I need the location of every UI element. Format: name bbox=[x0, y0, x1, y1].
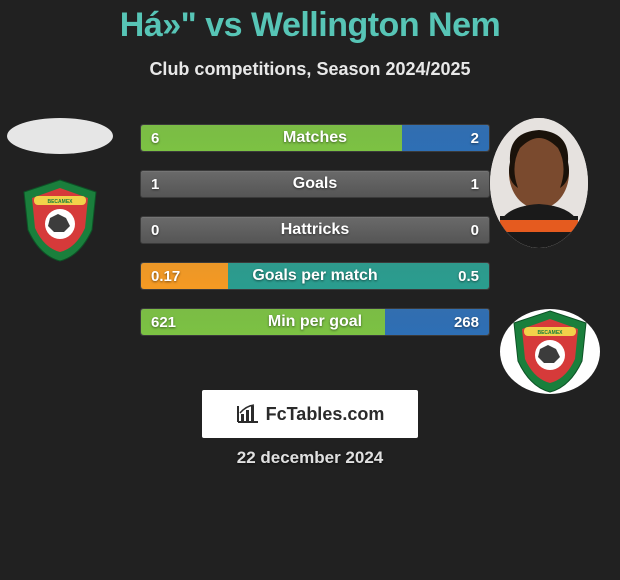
player-right-avatar bbox=[490, 118, 588, 248]
subtitle: Club competitions, Season 2024/2025 bbox=[0, 59, 620, 80]
brand-label: FcTables.com bbox=[266, 404, 385, 425]
stat-row: 0Hattricks0 bbox=[140, 216, 490, 244]
brand-box: FcTables.com bbox=[202, 390, 418, 438]
stat-row: 621Min per goal268 bbox=[140, 308, 490, 336]
chart-icon bbox=[236, 404, 260, 424]
date-label: 22 december 2024 bbox=[0, 448, 620, 468]
stat-label: Hattricks bbox=[141, 221, 489, 239]
svg-text:BECAMEX: BECAMEX bbox=[47, 199, 73, 205]
player-left-avatar bbox=[7, 118, 113, 154]
stat-value-right: 1 bbox=[471, 176, 479, 193]
shield-icon: BECAMEX bbox=[20, 178, 100, 263]
player-photo-icon bbox=[490, 118, 588, 248]
stat-label: Matches bbox=[141, 129, 489, 147]
comparison-bars: 6Matches2 1Goals1 0Hattricks0 0.17Goals per… bbox=[140, 124, 490, 354]
svg-text:BECAMEX: BECAMEX bbox=[537, 330, 563, 336]
stat-label: Goals bbox=[141, 175, 489, 193]
stat-label: Min per goal bbox=[141, 313, 489, 331]
stat-row: 1Goals1 bbox=[140, 170, 490, 198]
club-badge-right: BECAMEX bbox=[500, 309, 600, 394]
stat-value-right: 0 bbox=[471, 222, 479, 239]
stat-row: 6Matches2 bbox=[140, 124, 490, 152]
page-title: Há»" vs Wellington Nem bbox=[0, 0, 620, 45]
shield-icon: BECAMEX bbox=[510, 309, 590, 394]
stat-value-right: 268 bbox=[454, 314, 479, 331]
stat-label: Goals per match bbox=[141, 267, 489, 285]
stat-value-right: 0.5 bbox=[458, 268, 479, 285]
stat-row: 0.17Goals per match0.5 bbox=[140, 262, 490, 290]
club-badge-left: BECAMEX bbox=[20, 178, 100, 263]
stat-value-right: 2 bbox=[471, 130, 479, 147]
